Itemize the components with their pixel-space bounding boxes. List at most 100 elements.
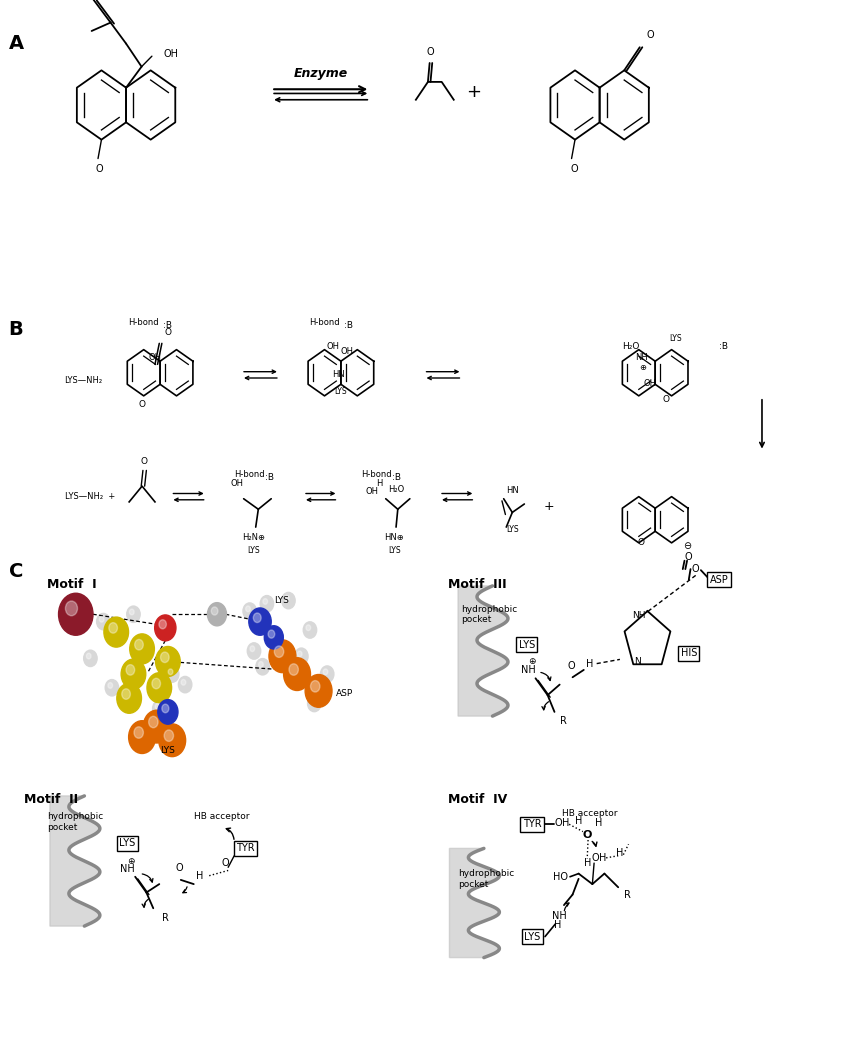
Text: O: O <box>663 395 670 403</box>
Circle shape <box>323 669 328 675</box>
Circle shape <box>165 666 179 683</box>
Circle shape <box>260 595 274 612</box>
Circle shape <box>162 705 169 713</box>
Circle shape <box>86 653 91 659</box>
Circle shape <box>178 676 192 693</box>
Text: O: O <box>570 164 578 174</box>
Circle shape <box>143 710 170 743</box>
Text: pocket: pocket <box>461 615 491 624</box>
Circle shape <box>269 639 296 673</box>
Text: C: C <box>9 562 23 581</box>
Circle shape <box>121 689 130 699</box>
Circle shape <box>249 608 271 635</box>
Text: OH: OH <box>148 353 162 361</box>
Circle shape <box>156 647 180 676</box>
Text: Motif  IV: Motif IV <box>448 793 507 805</box>
Text: Motif  II: Motif II <box>24 793 78 805</box>
Text: HB acceptor: HB acceptor <box>195 813 250 821</box>
Text: O: O <box>685 551 692 562</box>
Text: H: H <box>575 816 582 826</box>
Circle shape <box>263 598 268 605</box>
Text: O: O <box>592 853 599 863</box>
Text: H: H <box>595 818 602 828</box>
Circle shape <box>160 652 169 663</box>
Circle shape <box>108 623 117 633</box>
Text: LYS: LYS <box>388 546 400 554</box>
Text: HN: HN <box>506 486 518 495</box>
Text: OH: OH <box>340 348 354 356</box>
Text: TYR: TYR <box>236 843 255 854</box>
Text: H₂N⊕: H₂N⊕ <box>243 533 265 542</box>
Text: ⊖: ⊖ <box>683 541 691 551</box>
Circle shape <box>84 650 97 667</box>
Text: OH: OH <box>326 342 340 351</box>
Circle shape <box>129 609 134 615</box>
Text: :B: :B <box>265 474 274 482</box>
Text: O: O <box>583 830 592 840</box>
Text: B: B <box>9 320 23 339</box>
Text: NH: NH <box>521 665 536 675</box>
Text: :B: :B <box>392 474 400 482</box>
Text: HB acceptor: HB acceptor <box>562 810 617 818</box>
Circle shape <box>147 673 171 702</box>
Polygon shape <box>50 796 100 926</box>
Text: ⊕: ⊕ <box>127 857 134 865</box>
Text: O: O <box>554 818 561 828</box>
Circle shape <box>258 662 263 668</box>
Text: O: O <box>647 29 653 40</box>
Text: H: H <box>586 658 593 669</box>
Circle shape <box>306 625 311 631</box>
Text: R: R <box>162 912 169 923</box>
Text: HIS: HIS <box>680 648 697 658</box>
Text: O: O <box>692 564 699 574</box>
Circle shape <box>268 630 275 638</box>
Circle shape <box>275 646 284 657</box>
Text: R: R <box>72 610 79 618</box>
Circle shape <box>256 658 269 675</box>
Circle shape <box>250 646 255 652</box>
Text: O: O <box>638 539 645 547</box>
Text: O: O <box>567 660 574 671</box>
Circle shape <box>127 606 140 623</box>
Text: LYS: LYS <box>670 334 682 342</box>
Text: H-bond: H-bond <box>234 470 265 479</box>
Text: ⊕: ⊕ <box>640 363 647 372</box>
Circle shape <box>134 639 143 650</box>
Text: LYS: LYS <box>248 546 260 554</box>
Text: NH: NH <box>632 611 646 619</box>
Circle shape <box>168 669 173 675</box>
Circle shape <box>253 613 261 623</box>
Text: OH: OH <box>230 479 244 487</box>
Circle shape <box>96 613 110 630</box>
Text: A: A <box>9 34 24 52</box>
Circle shape <box>264 626 283 649</box>
Text: H: H <box>599 853 606 863</box>
Circle shape <box>158 723 186 757</box>
Text: LYS: LYS <box>524 931 540 942</box>
Text: LYS: LYS <box>274 596 288 605</box>
Text: NH: NH <box>635 353 647 361</box>
Text: TYR: TYR <box>523 819 542 830</box>
Text: LYS: LYS <box>519 639 535 650</box>
Text: LYS: LYS <box>506 525 518 533</box>
Circle shape <box>121 659 146 689</box>
Text: :B: :B <box>719 342 728 351</box>
Text: HN: HN <box>332 371 344 379</box>
Text: O: O <box>427 47 434 58</box>
Text: ⊕: ⊕ <box>529 657 536 666</box>
Circle shape <box>294 648 308 665</box>
Text: R: R <box>624 889 631 900</box>
Text: O: O <box>176 863 183 874</box>
Text: H: H <box>196 870 203 881</box>
Text: O: O <box>164 329 171 337</box>
Text: hydrophobic: hydrophobic <box>461 605 517 613</box>
Text: O: O <box>140 458 147 466</box>
Circle shape <box>108 682 113 689</box>
Text: O: O <box>139 400 146 408</box>
Text: H: H <box>375 479 382 487</box>
Text: H-bond: H-bond <box>361 470 392 479</box>
Circle shape <box>208 603 226 626</box>
Circle shape <box>310 698 315 705</box>
Text: H: H <box>562 818 569 828</box>
Text: hydrophobic: hydrophobic <box>47 813 103 821</box>
